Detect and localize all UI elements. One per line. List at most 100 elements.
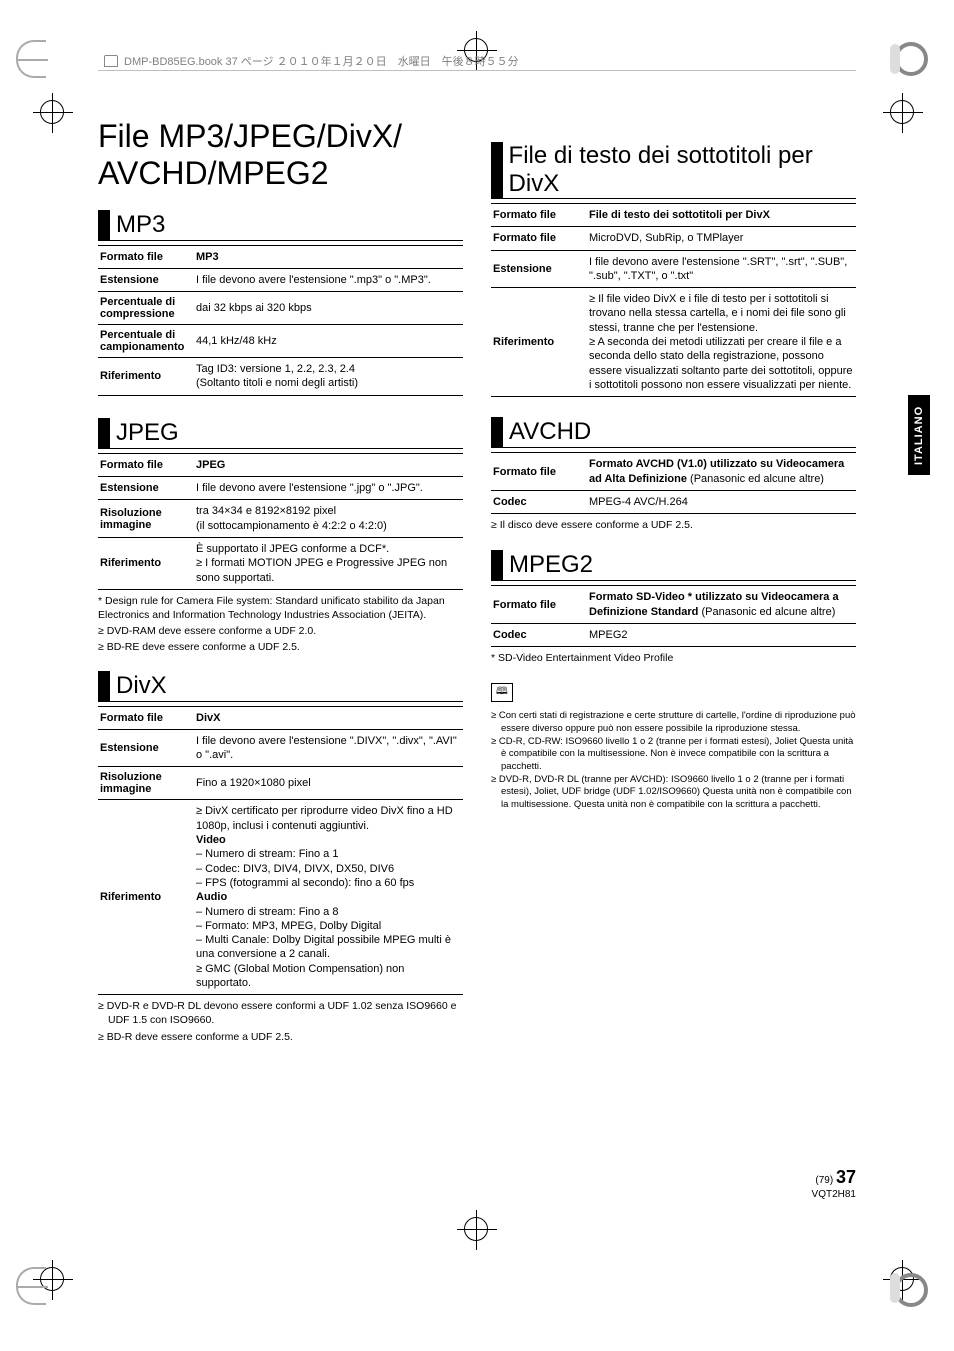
spiral-binding-icon: [16, 1267, 46, 1305]
table-value: ≥ Il file video DivX e i file di testo p…: [587, 288, 856, 397]
divx-notes-list: DVD-R e DVD-R DL devono essere conformi …: [98, 999, 463, 1044]
table-key: Formato file: [98, 453, 194, 476]
footnote-text: * Design rule for Camera File system: St…: [98, 594, 463, 622]
section-bar: [491, 550, 503, 580]
table-value: Fino a 1920×1080 pixel: [194, 767, 463, 800]
table-value: I file devono avere l'estensione ".jpg" …: [194, 477, 463, 500]
section-title: MP3: [116, 210, 165, 240]
crop-mark: [10, 80, 80, 150]
table-key: Estensione: [98, 477, 194, 500]
book-icon: [104, 55, 118, 67]
page-code: VQT2H81: [812, 1189, 856, 1200]
table-key: Riferimento: [98, 358, 194, 396]
final-notes-list: Con certi stati di registrazione e certe…: [491, 710, 856, 811]
table-key: Formato file: [491, 586, 587, 624]
header-rule: [98, 70, 856, 71]
table-key: Formato file: [491, 204, 587, 227]
table-value: MicroDVD, SubRip, o TMPlayer: [587, 227, 856, 250]
avchd-table: Formato fileFormato AVCHD (V1.0) utilizz…: [491, 452, 856, 514]
table-value: 44,1 kHz/48 kHz: [194, 325, 463, 358]
table-value: JPEG: [194, 453, 463, 476]
table-key: Estensione: [98, 729, 194, 767]
table-value: MP3: [194, 245, 463, 268]
table-key: Riferimento: [491, 288, 587, 397]
edge-band: [890, 1273, 900, 1303]
note-icon: 🕮: [491, 683, 513, 702]
table-value: MPEG2: [587, 623, 856, 646]
document-header-text: DMP-BD85EG.book 37 ページ ２０１０年１月２０日 水曜日 午後…: [124, 53, 519, 69]
section-bar: [491, 417, 503, 447]
section-bar: [98, 210, 110, 240]
table-key: Riferimento: [98, 800, 194, 995]
avchd-notes-list: Il disco deve essere conforme a UDF 2.5.: [491, 518, 856, 532]
table-key: Percentuale di campionamento: [98, 325, 194, 358]
table-key: Risoluzione immagine: [98, 767, 194, 800]
list-item: CD-R, CD-RW: ISO9660 livello 1 o 2 (tran…: [491, 736, 856, 773]
section-avchd: AVCHD: [491, 417, 856, 448]
mpeg2-table: Formato fileFormato SD-Video * utilizzat…: [491, 585, 856, 647]
final-notes: Con certi stati di registrazione e certe…: [491, 710, 856, 811]
table-key: Risoluzione immagine: [98, 500, 194, 538]
section-bar: [98, 418, 110, 448]
section-bar: [98, 671, 110, 701]
list-item: Con certi stati di registrazione e certe…: [491, 710, 856, 735]
jpeg-table: Formato fileJPEGEstensioneI file devono …: [98, 453, 463, 590]
table-value: Tag ID3: versione 1, 2.2, 2.3, 2.4(Solta…: [194, 358, 463, 396]
page-small: (79): [815, 1175, 833, 1186]
table-key: Codec: [491, 490, 587, 513]
table-key: Formato file: [98, 245, 194, 268]
section-subtitle: File di testo dei sottotitoli per DivX: [491, 142, 856, 199]
subtitle-table: Formato fileFile di testo dei sottotitol…: [491, 203, 856, 397]
section-divx: DivX: [98, 671, 463, 702]
list-item: DVD-R e DVD-R DL devono essere conformi …: [98, 999, 463, 1027]
section-mpeg2: MPEG2: [491, 550, 856, 581]
page-title: File MP3/JPEG/DivX/AVCHD/MPEG2: [98, 118, 463, 192]
section-bar: [491, 142, 503, 198]
mp3-table: Formato fileMP3EstensioneI file devono a…: [98, 245, 463, 396]
table-value: ≥ DivX certificato per riprodurre video …: [194, 800, 463, 995]
table-value: dai 32 kbps ai 320 kbps: [194, 292, 463, 325]
table-value: tra 34×34 e 8192×8192 pixel(il sottocamp…: [194, 500, 463, 538]
section-title: DivX: [116, 671, 167, 701]
section-title: AVCHD: [509, 417, 591, 447]
mpeg2-footnote: * SD-Video Entertainment Video Profile: [491, 651, 856, 665]
table-key: Codec: [491, 623, 587, 646]
table-value: File di testo dei sottotitoli per DivX: [587, 204, 856, 227]
table-value: Formato AVCHD (V1.0) utilizzato su Video…: [587, 453, 856, 491]
jpeg-footnote: * Design rule for Camera File system: St…: [98, 594, 463, 655]
table-value: I file devono avere l'estensione ".DIVX"…: [194, 729, 463, 767]
table-value: Formato SD-Video * utilizzato su Videoca…: [587, 586, 856, 624]
divx-table: Formato fileDivXEstensioneI file devono …: [98, 706, 463, 996]
table-key: Percentuale di compressione: [98, 292, 194, 325]
table-key: Formato file: [491, 227, 587, 250]
list-item: DVD-R, DVD-R DL (tranne per AVCHD): ISO9…: [491, 774, 856, 811]
document-header: DMP-BD85EG.book 37 ページ ２０１０年１月２０日 水曜日 午後…: [104, 53, 519, 69]
section-mp3: MP3: [98, 210, 463, 241]
spiral-binding-icon: [16, 40, 46, 78]
table-key: Riferimento: [98, 537, 194, 589]
divx-notes: DVD-R e DVD-R DL devono essere conformi …: [98, 999, 463, 1044]
table-value: I file devono avere l'estensione ".SRT",…: [587, 250, 856, 288]
section-title: File di testo dei sottotitoli per DivX: [509, 142, 856, 197]
table-key: Formato file: [98, 706, 194, 729]
section-title: MPEG2: [509, 550, 593, 580]
table-key: Estensione: [491, 250, 587, 288]
table-value: DivX: [194, 706, 463, 729]
list-item: BD-RE deve essere conforme a UDF 2.5.: [98, 640, 463, 654]
table-key: Formato file: [491, 453, 587, 491]
edge-band: [890, 44, 900, 74]
crop-mark: [874, 80, 944, 150]
section-jpeg: JPEG: [98, 418, 463, 449]
section-title: JPEG: [116, 418, 179, 448]
avchd-notes: Il disco deve essere conforme a UDF 2.5.: [491, 518, 856, 532]
crop-mark: [442, 1217, 512, 1287]
table-value: È supportato il JPEG conforme a DCF*.≥ I…: [194, 537, 463, 589]
table-value: MPEG-4 AVC/H.264: [587, 490, 856, 513]
list-item: Il disco deve essere conforme a UDF 2.5.: [491, 518, 856, 532]
table-value: I file devono avere l'estensione ".mp3" …: [194, 268, 463, 291]
jpeg-notes-list: DVD-RAM deve essere conforme a UDF 2.0.B…: [98, 624, 463, 654]
table-key: Estensione: [98, 268, 194, 291]
page-big: 37: [836, 1167, 856, 1187]
language-tab: ITALIANO: [908, 395, 930, 475]
crop-mark: [442, 38, 512, 108]
